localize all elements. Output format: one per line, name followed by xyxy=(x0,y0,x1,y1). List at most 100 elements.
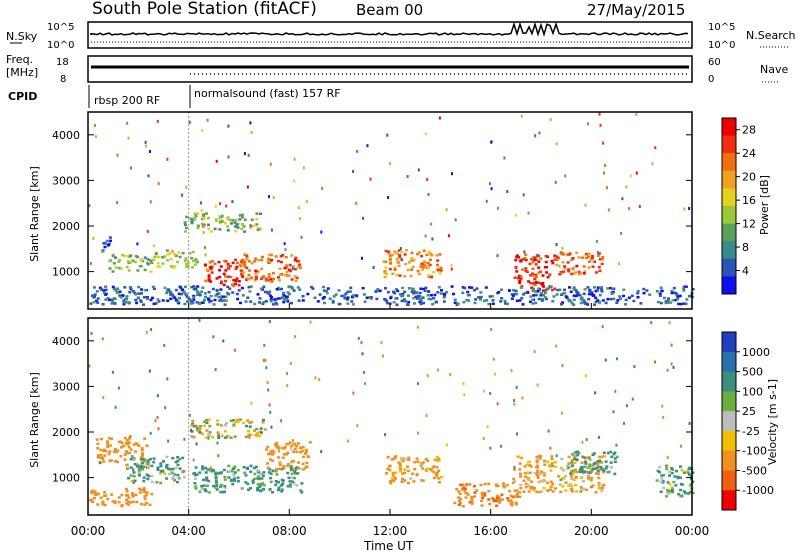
data-cell xyxy=(234,229,238,233)
data-cell xyxy=(289,485,292,488)
data-cell xyxy=(514,501,518,504)
data-cell xyxy=(642,287,646,291)
data-cell xyxy=(92,286,96,289)
data-cell xyxy=(601,484,605,487)
data-cell xyxy=(585,456,589,459)
data-cell xyxy=(127,451,131,455)
noise-point xyxy=(451,172,453,176)
noise-point xyxy=(156,394,159,398)
data-cell xyxy=(249,285,253,288)
data-cell xyxy=(250,261,254,265)
data-cell xyxy=(550,259,554,263)
noise-point xyxy=(225,204,228,208)
data-cell xyxy=(101,500,105,503)
data-cell xyxy=(691,471,695,475)
data-cell xyxy=(445,291,449,294)
data-cell xyxy=(206,269,210,272)
data-cell xyxy=(600,486,604,490)
data-cell xyxy=(123,458,127,461)
data-cell xyxy=(415,457,419,460)
data-cell xyxy=(559,478,563,482)
data-cell xyxy=(271,459,274,462)
data-cell xyxy=(571,453,575,456)
time-tick-label: 12:00 xyxy=(373,524,408,538)
data-cell xyxy=(271,271,275,275)
noise-point xyxy=(496,254,499,258)
data-cell xyxy=(169,257,173,261)
noise-point xyxy=(447,234,450,238)
noise-point xyxy=(185,185,188,189)
data-cell xyxy=(277,467,281,471)
data-cell xyxy=(391,474,395,477)
data-cell xyxy=(555,258,559,261)
noise-point xyxy=(513,465,516,469)
data-cell xyxy=(214,294,218,297)
data-cell xyxy=(568,299,572,303)
data-cell xyxy=(388,267,392,271)
data-cell xyxy=(267,452,270,456)
data-cell xyxy=(304,452,307,455)
data-cell xyxy=(645,289,649,292)
data-cell xyxy=(289,269,292,273)
data-cell xyxy=(588,465,592,468)
noise-point xyxy=(399,247,402,251)
data-cell xyxy=(121,253,125,257)
data-cell xyxy=(669,301,672,304)
data-cell xyxy=(573,451,577,454)
noise-point xyxy=(216,441,219,445)
data-cell xyxy=(190,285,193,289)
data-cell xyxy=(532,256,536,259)
data-cell xyxy=(227,267,231,270)
noise-point xyxy=(662,415,665,419)
data-cell xyxy=(411,288,415,291)
data-cell xyxy=(506,497,510,500)
data-cell xyxy=(165,291,169,295)
data-cell xyxy=(575,458,579,462)
data-cell xyxy=(270,280,274,283)
data-cell xyxy=(598,301,602,305)
data-cell xyxy=(573,455,577,459)
noise-point xyxy=(426,374,429,378)
colorbar-swatch xyxy=(722,490,736,511)
freq-label-1: Freq. xyxy=(6,53,33,66)
data-cell xyxy=(398,467,402,470)
data-cell xyxy=(135,465,139,468)
data-cell xyxy=(193,263,197,266)
data-cell xyxy=(376,288,380,291)
data-cell xyxy=(237,419,240,423)
data-cell xyxy=(421,467,425,470)
data-cell xyxy=(437,286,441,289)
data-cell xyxy=(126,260,130,263)
data-cell xyxy=(506,302,509,306)
station-title: South Pole Station (fitACF) xyxy=(92,0,317,19)
data-cell xyxy=(500,493,504,496)
nsky-series xyxy=(90,21,689,43)
data-cell xyxy=(587,477,590,480)
noise-point xyxy=(305,199,308,203)
data-cell xyxy=(606,451,610,455)
data-cell xyxy=(672,286,676,290)
data-cell xyxy=(191,422,195,426)
data-cell xyxy=(223,486,227,489)
noise-point xyxy=(516,432,518,436)
data-cell xyxy=(675,293,679,296)
data-cell xyxy=(397,249,401,252)
data-cell xyxy=(215,484,219,487)
data-cell xyxy=(487,482,491,486)
data-cell xyxy=(537,266,541,269)
data-cell xyxy=(169,468,172,471)
data-cell xyxy=(519,286,523,289)
data-cell xyxy=(437,481,441,484)
data-cell xyxy=(398,293,402,296)
data-cell xyxy=(229,436,233,439)
data-cell xyxy=(178,457,182,461)
data-cell xyxy=(589,479,593,482)
data-cell xyxy=(196,212,200,215)
data-cell xyxy=(120,441,124,445)
data-cell xyxy=(523,472,527,475)
data-cell xyxy=(419,302,423,306)
freq-panel xyxy=(87,55,693,83)
noise-point xyxy=(126,121,129,125)
noise-point xyxy=(212,335,215,339)
